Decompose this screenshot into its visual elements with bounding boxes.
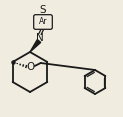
Text: Ar: Ar bbox=[39, 18, 47, 26]
Text: N: N bbox=[36, 33, 44, 43]
Text: O: O bbox=[27, 62, 35, 72]
Polygon shape bbox=[30, 40, 41, 52]
FancyBboxPatch shape bbox=[34, 15, 52, 29]
Text: S: S bbox=[40, 5, 46, 15]
